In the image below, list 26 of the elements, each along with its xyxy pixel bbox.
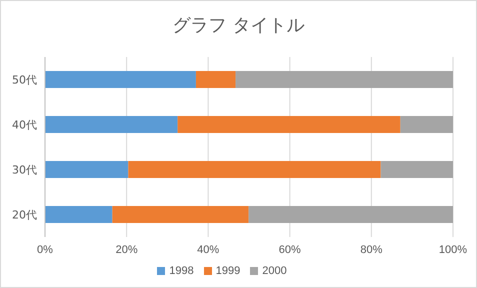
legend-label: 1998 xyxy=(169,265,194,277)
bar xyxy=(112,206,249,223)
legend-label: 1999 xyxy=(216,265,240,277)
y-tick-label: 20代 xyxy=(12,208,37,222)
x-tick-label: 100% xyxy=(438,244,468,256)
bar xyxy=(45,71,196,88)
bar xyxy=(380,161,453,178)
x-tick-label: 40% xyxy=(197,244,220,256)
bar xyxy=(45,206,112,223)
bar xyxy=(400,116,453,133)
bar xyxy=(45,161,128,178)
bar xyxy=(248,206,453,223)
x-tick-label: 60% xyxy=(278,244,302,256)
bar xyxy=(196,71,236,88)
y-tick-label: 40代 xyxy=(12,118,37,132)
x-tick-label: 0% xyxy=(37,244,54,256)
bar xyxy=(128,161,381,178)
bar xyxy=(178,116,400,133)
legend-label: 2000 xyxy=(262,265,287,277)
chart-title: グラフ タイトル xyxy=(172,14,306,37)
y-tick-label: 30代 xyxy=(12,163,37,176)
y-tick-label: 50代 xyxy=(12,73,37,86)
x-tick-label: 20% xyxy=(116,244,138,256)
x-tick-label: 80% xyxy=(360,244,383,256)
bar xyxy=(236,71,453,88)
bar xyxy=(45,116,178,133)
